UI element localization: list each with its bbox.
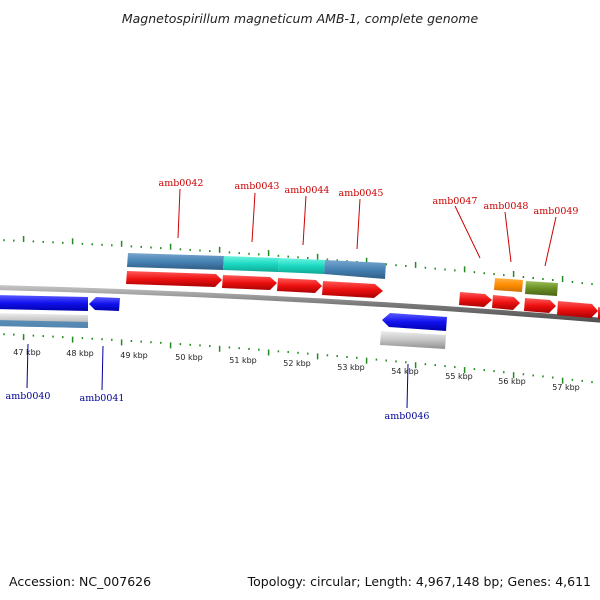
leader-line-amb0041 [101, 345, 104, 391]
scale-label: 51 kbp [229, 356, 257, 365]
gene-label-amb0042[interactable]: amb0042 [159, 178, 204, 189]
leader-line-amb0045 [356, 198, 361, 250]
lower-tick-ruler [3, 333, 593, 384]
feature-steelblue-bar [127, 253, 224, 270]
topology-text: Topology: circular; Length: 4,967,148 bp… [247, 574, 591, 589]
scale-label: 53 kbp [337, 363, 365, 372]
feature-teal-bar [223, 256, 279, 272]
cds-arrow-amb0048[interactable] [492, 295, 520, 310]
scale-label: 49 kbp [120, 351, 148, 360]
scale-label: 47 kbp [13, 348, 41, 357]
gene-label-amb0041[interactable]: amb0041 [80, 393, 125, 404]
cds-arrow-amb0044[interactable] [277, 278, 322, 293]
leader-line-amb0044 [302, 195, 307, 246]
leader-line-amb0047 [454, 205, 481, 259]
scale-label: 50 kbp [175, 353, 203, 362]
forward-gene-label-texts: amb0042 amb0043 amb0044 amb0045 amb0047 … [159, 178, 579, 217]
feature-orange-bar [494, 278, 523, 292]
scale-label: 57 kbp [552, 383, 580, 392]
map-title: Magnetospirillum magneticum AMB-1, compl… [122, 11, 479, 26]
leader-line-amb0048 [504, 211, 512, 263]
leader-line-amb0040 [26, 343, 29, 389]
cds-arrow-amb0046[interactable] [382, 313, 447, 331]
feature-olive-bar [525, 281, 558, 296]
gene-label-amb0048[interactable]: amb0048 [484, 201, 529, 212]
leader-line-amb0049 [544, 216, 557, 267]
scale-labels: 47 kbp 48 kbp 49 kbp 50 kbp 51 kbp 52 kb… [13, 348, 580, 392]
gene-label-amb0043[interactable]: amb0043 [235, 181, 280, 192]
gene-label-amb0045[interactable]: amb0045 [339, 188, 384, 199]
feature-steelblue-bar [0, 320, 88, 328]
reverse-cds-track [0, 295, 447, 331]
accession-text: Accession: NC_007626 [9, 574, 151, 589]
gene-label-amb0047[interactable]: amb0047 [433, 196, 478, 207]
reverse-gene-labels [26, 343, 409, 409]
genome-backbone [0, 285, 600, 323]
cds-arrow-amb0041[interactable] [89, 297, 120, 311]
feature-track-upper [127, 253, 386, 279]
forward-gene-labels [177, 188, 557, 267]
leader-line-amb0042 [177, 188, 181, 239]
gene-label-amb0046[interactable]: amb0046 [385, 411, 430, 422]
reverse-gene-label-texts: amb0040 amb0041 amb0046 [6, 391, 430, 422]
gene-label-amb0049[interactable]: amb0049 [534, 206, 579, 217]
scale-label: 54 kbp [391, 367, 419, 376]
cds-arrow-amb0047[interactable] [459, 292, 492, 307]
leader-line-amb0046 [406, 363, 409, 409]
gene-label-amb0044[interactable]: amb0044 [285, 185, 330, 196]
cds-arrow-amb0043[interactable] [222, 275, 277, 290]
cds-arrow-amb0045[interactable] [322, 281, 383, 298]
cds-arrow-amb0049[interactable] [524, 298, 556, 313]
cds-arrow-amb0040[interactable] [0, 295, 88, 311]
scale-label: 52 kbp [283, 359, 311, 368]
leader-line-amb0043 [251, 192, 256, 243]
cds-arrow-unlabeled[interactable] [557, 301, 598, 318]
feature-gray-bar [380, 331, 446, 349]
gene-label-amb0040[interactable]: amb0040 [6, 391, 51, 402]
scale-label: 55 kbp [445, 372, 473, 381]
scale-label: 48 kbp [66, 349, 94, 358]
feature-teal-bar [278, 258, 325, 274]
cds-arrow-amb0042[interactable] [126, 271, 222, 287]
forward-cds-track [126, 271, 600, 320]
scale-label: 56 kbp [498, 377, 526, 386]
feature-steelblue-bar [324, 260, 386, 279]
